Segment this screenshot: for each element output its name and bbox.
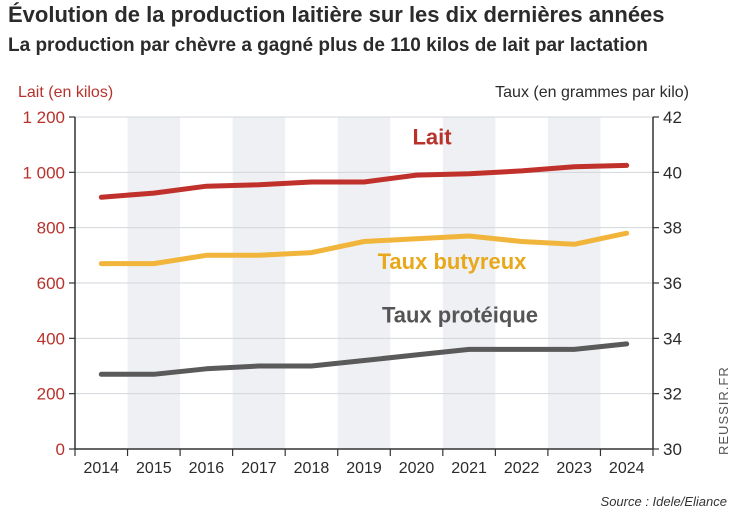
left-tick-label: 400	[37, 329, 65, 348]
x-tick-label-2022: 2022	[504, 460, 540, 477]
right-tick-label: 40	[663, 163, 682, 182]
series-line-taux-butyreux	[98, 230, 630, 267]
series-label-lait: Lait	[412, 125, 452, 150]
right-tick-label: 30	[663, 440, 682, 459]
right-axis-title: Taux (en grammes par kilo)	[495, 84, 689, 101]
right-tick-label: 32	[663, 385, 682, 404]
x-tick-label-2016: 2016	[189, 460, 225, 477]
source-note: Source : Idele/Eliance	[600, 494, 727, 509]
chart-subtitle: La production par chèvre a gagné plus de…	[8, 35, 648, 56]
right-tick-label: 42	[663, 108, 682, 127]
series-label-taux-butyreux: Taux butyreux	[378, 249, 528, 274]
x-tick-label-2018: 2018	[294, 460, 330, 477]
left-tick-label: 0	[56, 440, 65, 459]
x-tick-label-2017: 2017	[241, 460, 277, 477]
left-tick-label: 600	[37, 274, 65, 293]
right-tick-label: 36	[663, 274, 682, 293]
x-tick-label-2014: 2014	[83, 460, 119, 477]
x-tick-label-2023: 2023	[556, 460, 592, 477]
left-tick-label: 1 000	[22, 163, 65, 182]
left-tick-label: 1 200	[22, 108, 65, 127]
series-label-taux-prot-ique: Taux protéique	[382, 302, 538, 327]
series-line-taux-prot-ique	[98, 341, 630, 377]
x-tick-label-2021: 2021	[451, 460, 487, 477]
left-axis-title: Lait (en kilos)	[18, 84, 114, 101]
left-tick-label: 200	[37, 385, 65, 404]
x-tick-label-2024: 2024	[609, 460, 645, 477]
x-tick-label-2019: 2019	[346, 460, 382, 477]
chart-title: Évolution de la production laitière sur …	[8, 2, 665, 27]
x-tick-label-2015: 2015	[136, 460, 172, 477]
x-tick-label-2020: 2020	[399, 460, 435, 477]
right-tick-label: 34	[663, 329, 682, 348]
right-tick-label: 38	[663, 219, 682, 238]
series-line-lait	[98, 162, 630, 200]
left-tick-label: 800	[37, 219, 65, 238]
